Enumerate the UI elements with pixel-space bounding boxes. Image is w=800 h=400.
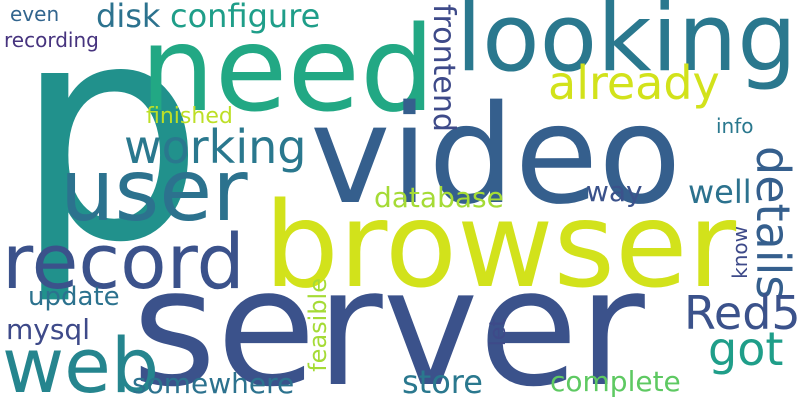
word-got: got xyxy=(708,322,784,376)
word-database: database xyxy=(374,181,504,214)
word-details: details xyxy=(746,146,800,300)
word-recording: recording xyxy=(4,28,99,52)
word-even: even xyxy=(10,2,60,26)
word-need: need xyxy=(140,0,435,138)
word-mysql: mysql xyxy=(6,313,90,346)
word-configure: configure xyxy=(170,0,321,35)
word-server: server xyxy=(132,235,645,400)
word-disk: disk xyxy=(96,0,161,35)
word-way: way xyxy=(586,175,643,208)
word-already: already xyxy=(548,56,720,110)
word-web: web xyxy=(2,321,160,400)
word-frontend: frontend xyxy=(426,4,461,132)
word-store: store xyxy=(402,363,483,400)
word-complete: complete xyxy=(550,365,681,398)
word-looking: looking xyxy=(456,0,797,93)
word-somewhere: somewhere xyxy=(132,367,295,400)
word-working: working xyxy=(124,120,307,174)
word-info: info xyxy=(716,114,754,138)
word-browser: browser xyxy=(264,176,737,314)
word-p: p xyxy=(14,0,205,308)
word-let: let xyxy=(486,318,511,347)
word-Red5: Red5 xyxy=(684,286,800,340)
word-finished: finished xyxy=(146,104,233,129)
word-feasible: feasible xyxy=(304,278,332,372)
word-update: update xyxy=(28,282,120,312)
word-know: know xyxy=(728,226,752,279)
word-user: user xyxy=(60,141,248,241)
word-record: record xyxy=(2,217,245,306)
word-well: well xyxy=(688,173,752,211)
word-video: video xyxy=(310,77,682,235)
